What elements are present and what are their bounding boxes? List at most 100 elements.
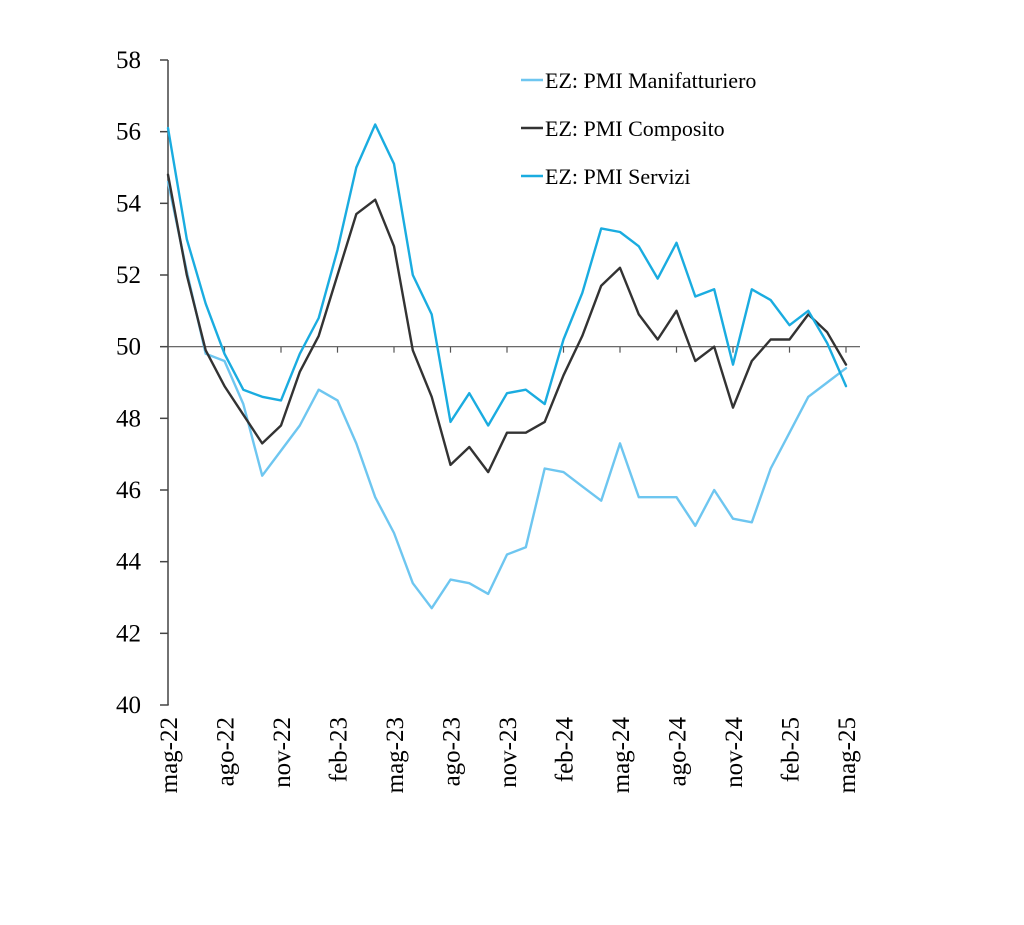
series-0-point (487, 593, 489, 595)
series-2-point (412, 274, 414, 276)
series-1-point (656, 338, 658, 340)
series-2-point (261, 396, 263, 398)
series-0-point (393, 532, 395, 534)
series-1-point (412, 349, 414, 351)
legend-label: EZ: PMI Servizi (545, 164, 690, 189)
series-2-point (506, 392, 508, 394)
series-1-point (600, 285, 602, 287)
series-2-point (807, 310, 809, 312)
series-0-point (449, 578, 451, 580)
series-2-point (619, 231, 621, 233)
x-tick-label: mag-25 (834, 717, 861, 793)
series-0-point (713, 489, 715, 491)
series-1-point (732, 406, 734, 408)
y-tick-label: 46 (116, 477, 141, 504)
series-2-point (167, 127, 169, 129)
x-tick-label: mag-24 (608, 717, 635, 794)
series-0-point (732, 517, 734, 519)
series-2-point (223, 353, 225, 355)
series-0-point (751, 521, 753, 523)
series-1-point (223, 385, 225, 387)
x-tick-label: feb-23 (326, 717, 353, 782)
x-tick-label: ago-24 (665, 717, 692, 787)
series-0-point (242, 403, 244, 405)
series-2-point (468, 392, 470, 394)
series-2-point (600, 227, 602, 229)
series-1-point (543, 421, 545, 423)
series-2-point (694, 295, 696, 297)
y-tick-label: 52 (116, 262, 141, 289)
series-1-point (167, 173, 169, 175)
series-1-point (525, 431, 527, 433)
series-2-point (204, 302, 206, 304)
series-1-point (788, 338, 790, 340)
x-tick-label: nov-24 (721, 717, 748, 788)
series-0-point (317, 388, 319, 390)
series-0-point (280, 449, 282, 451)
series-line-2 (166, 123, 848, 427)
series-1-point (280, 424, 282, 426)
series-2-point (826, 342, 828, 344)
series-0-point (769, 467, 771, 469)
series-1-point (826, 331, 828, 333)
series-0-point (826, 381, 828, 383)
y-tick-label: 54 (116, 190, 142, 217)
series-1-point (374, 199, 376, 201)
series-0-point (656, 496, 658, 498)
series-2-point (393, 163, 395, 165)
series-1-point (487, 471, 489, 473)
series-0-point (694, 525, 696, 527)
series-0-point (845, 367, 847, 369)
series-2-point (675, 242, 677, 244)
x-tick-label: nov-23 (495, 717, 522, 788)
series-1-point (581, 335, 583, 337)
series-1-point (468, 446, 470, 448)
series-2-point (317, 317, 319, 319)
series-2-point (638, 245, 640, 247)
series-0-point (336, 399, 338, 401)
series-1-point (204, 349, 206, 351)
series-0-point (299, 424, 301, 426)
y-tick-label: 40 (116, 692, 141, 719)
series-2-point (430, 313, 432, 315)
series-2-point (355, 166, 357, 168)
series-1-point (694, 360, 696, 362)
series-1-point (430, 396, 432, 398)
axes-layer: 40 42 44 46 48 50 52 54 56 58 mag-22 ago-22 nov-22 fe… (116, 47, 861, 793)
series-1-point (393, 245, 395, 247)
x-tick-label: ago-22 (213, 717, 240, 786)
series-2-point (769, 299, 771, 301)
y-tick-label: 48 (116, 405, 141, 432)
series-0-point (525, 546, 527, 548)
series-1-point (769, 338, 771, 340)
series-1-point (355, 213, 357, 215)
series-0-point (506, 553, 508, 555)
x-tick-label: feb-25 (778, 717, 805, 782)
series-2-point (525, 388, 527, 390)
series-1-point (638, 313, 640, 315)
series-1-point (675, 310, 677, 312)
series-1-point (242, 414, 244, 416)
series-1-point (751, 360, 753, 362)
x-tick-label: mag-22 (156, 717, 183, 793)
series-line-0 (166, 180, 848, 610)
series-0-point (638, 496, 640, 498)
series-1-point (845, 363, 847, 365)
series-0-point (430, 607, 432, 609)
series-1-point (449, 464, 451, 466)
y-tick-label: 58 (116, 47, 141, 74)
series-1-point (562, 374, 564, 376)
series-0-point (468, 582, 470, 584)
x-tick-label: nov-22 (269, 717, 296, 788)
series-0-point (619, 442, 621, 444)
series-2-point (845, 385, 847, 387)
series-2-point (732, 363, 734, 365)
series-2-point (299, 353, 301, 355)
series-1-point (261, 442, 263, 444)
series-1-point (713, 345, 715, 347)
series-2-point (751, 288, 753, 290)
series-2-point (487, 424, 489, 426)
series-2-point (581, 292, 583, 294)
